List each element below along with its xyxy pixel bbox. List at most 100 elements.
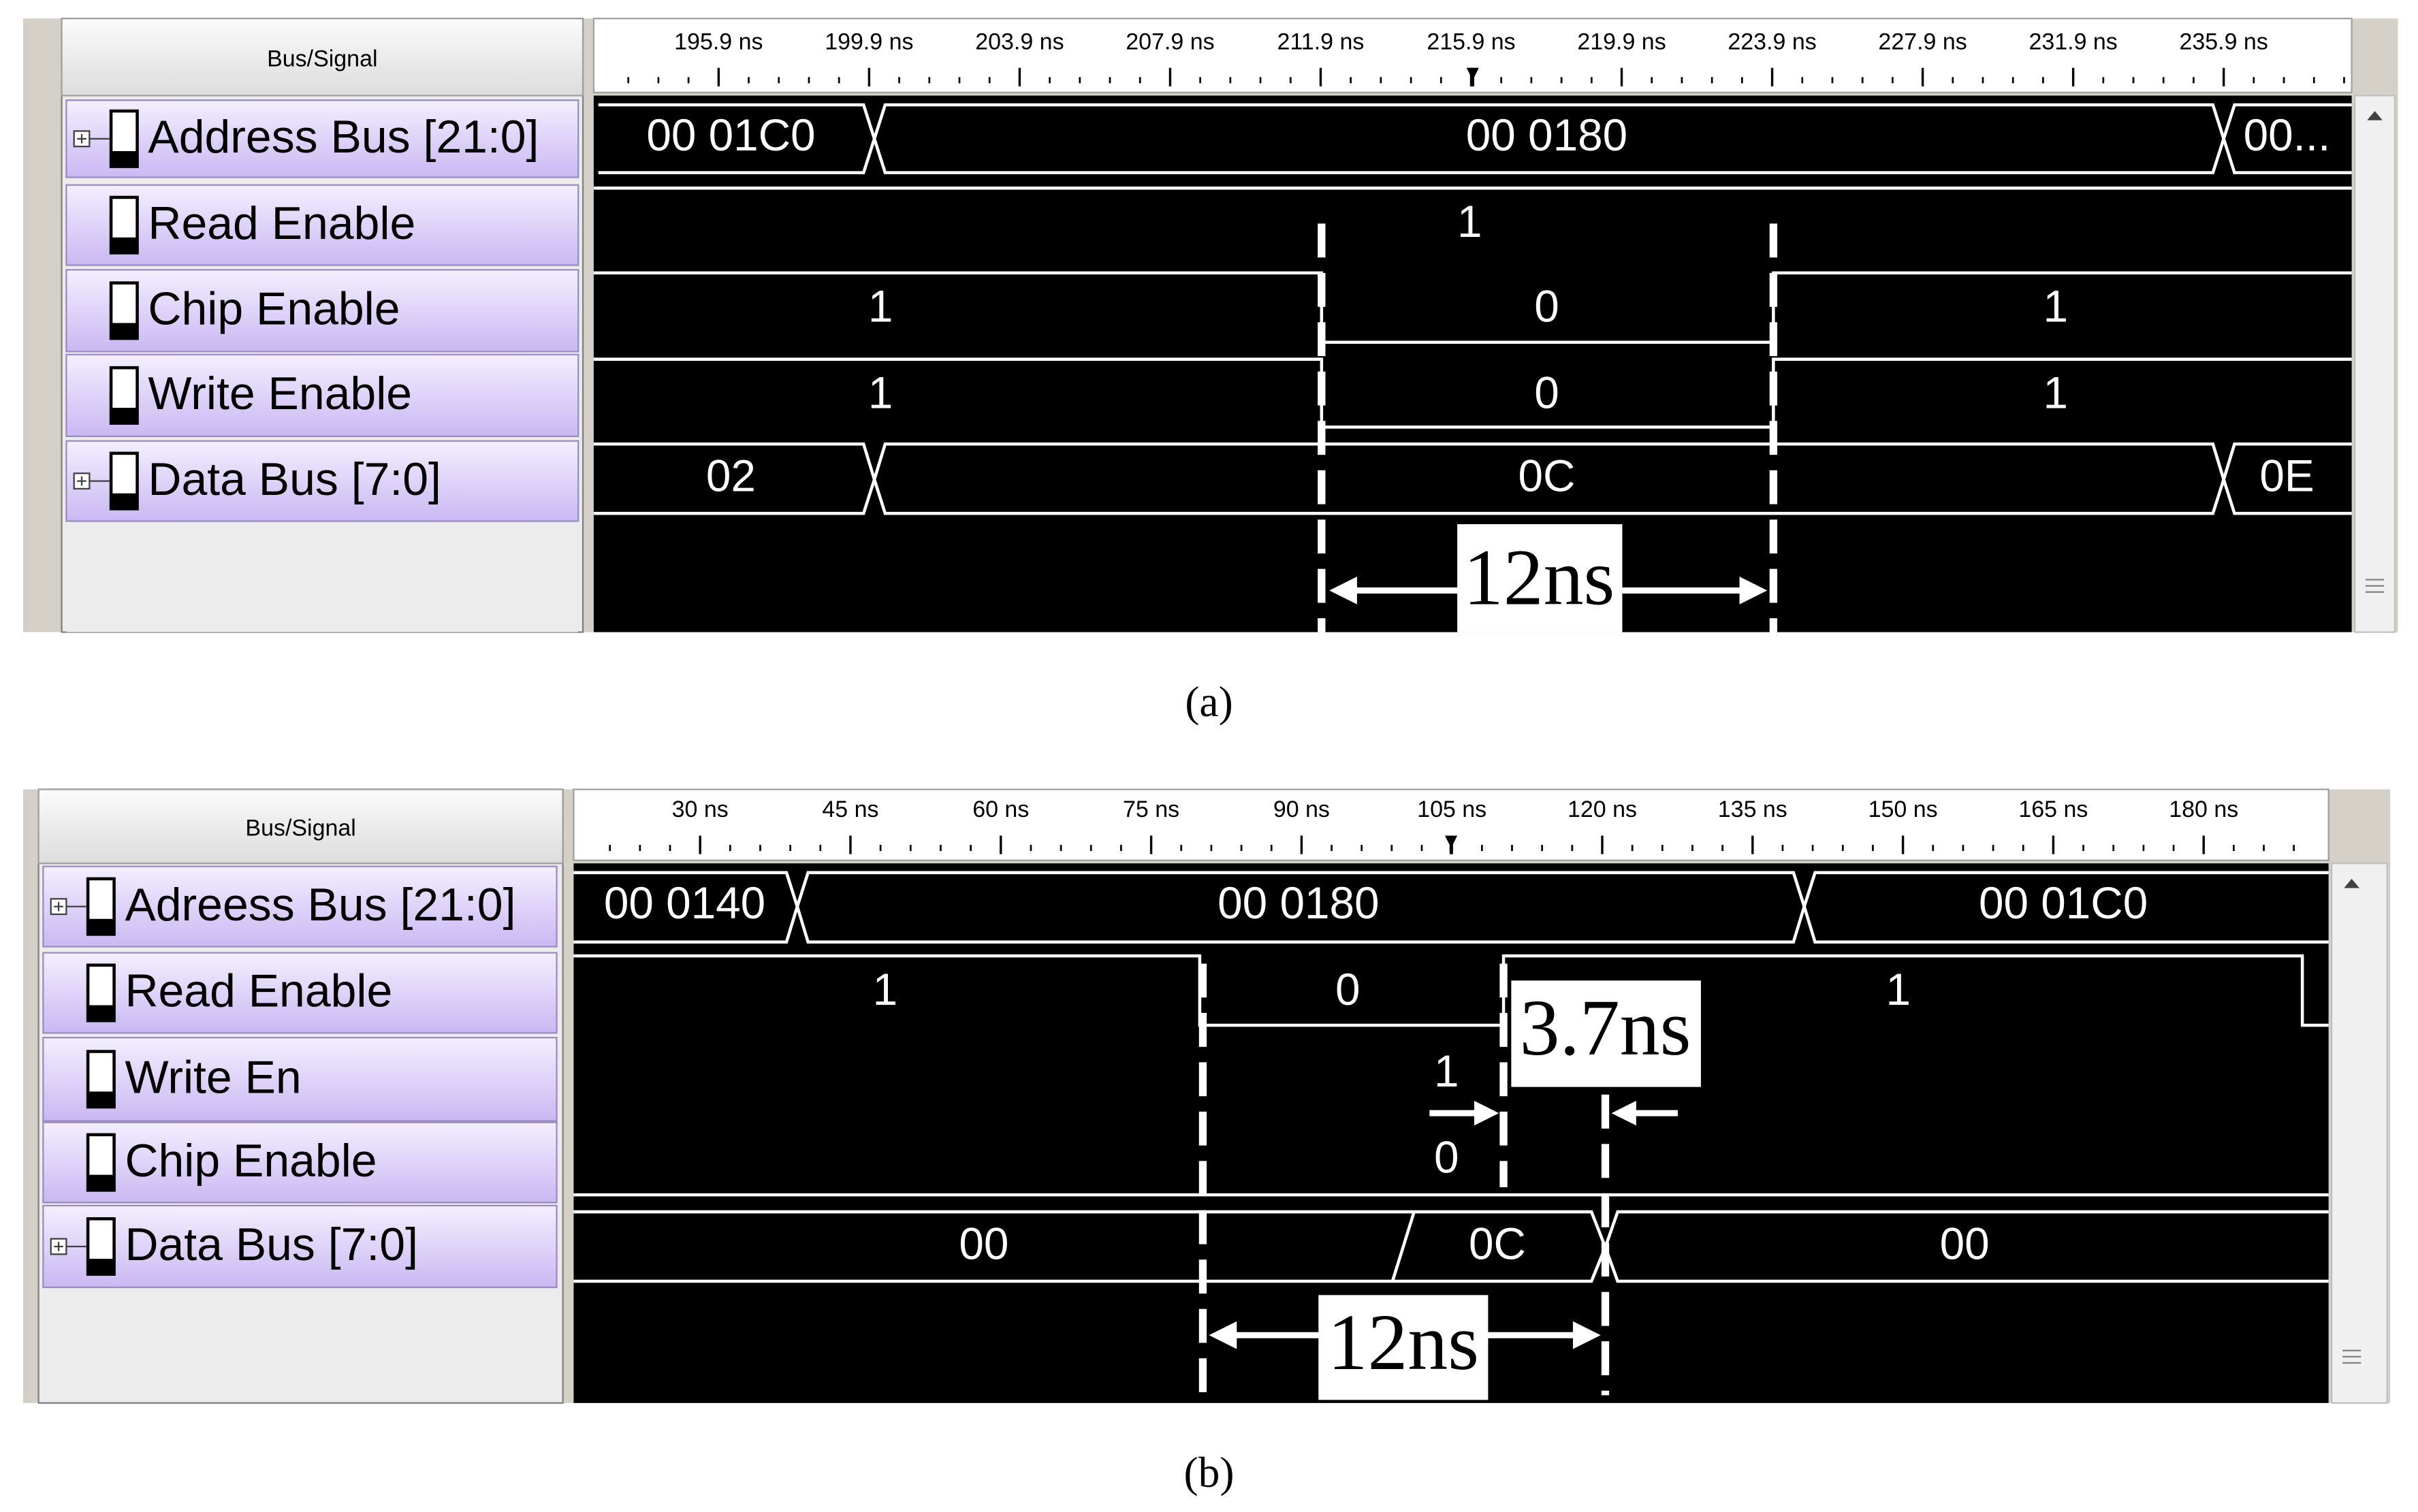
- wave-value: 0E: [2259, 451, 2314, 501]
- waveform: [598, 103, 2352, 174]
- tick-label: 45 ns: [822, 797, 878, 822]
- tick-label: 30 ns: [672, 797, 729, 822]
- wave-value: 00 01C0: [1979, 878, 2148, 928]
- signal-icon-bottom: [111, 150, 138, 167]
- annotation: 12ns: [1328, 1298, 1479, 1387]
- signal-icon-bottom: [111, 493, 138, 509]
- tick-label: 60 ns: [972, 797, 1029, 822]
- scroll-up[interactable]: [2367, 111, 2383, 120]
- wave-value: 00: [1940, 1219, 1990, 1268]
- signal-icon-bottom: [88, 918, 114, 935]
- wave-value: 00 0180: [1218, 878, 1379, 928]
- tick-label: 75 ns: [1123, 797, 1179, 822]
- caption: (b): [1184, 1448, 1235, 1496]
- signal-icon-bottom: [111, 323, 138, 339]
- expand-plus: [77, 476, 110, 486]
- annotation: 3.7ns: [1520, 984, 1691, 1072]
- empty-cell: [43, 1291, 557, 1400]
- waveform: [593, 271, 2352, 344]
- annotation-box: [1511, 980, 1701, 1087]
- arrow-head: [1611, 1100, 1636, 1126]
- tick-label: 219.9 ns: [1577, 29, 1666, 54]
- wave-value: 00...: [2244, 110, 2331, 160]
- wave-value: 0C: [1469, 1219, 1526, 1268]
- caption: (a): [1185, 677, 1232, 726]
- wave-value: 0: [1434, 1133, 1459, 1183]
- tick-label: 227.9 ns: [1878, 29, 1967, 54]
- waveform: [573, 871, 2329, 944]
- tick-label: 203.9 ns: [975, 29, 1064, 54]
- tick-label: 120 ns: [1568, 797, 1637, 822]
- scrollbar: [2354, 95, 2396, 633]
- signal-cell: [65, 269, 579, 353]
- signal-cell: [42, 1037, 558, 1122]
- signal-name: Address Bus [21:0]: [148, 111, 539, 163]
- expand-plus: [54, 1242, 86, 1251]
- signal-icon-bottom: [111, 408, 138, 423]
- wave-value: 1: [1886, 965, 1911, 1014]
- signal-icon-bottom: [88, 1005, 114, 1021]
- signal-cell: [42, 865, 558, 948]
- wave-value: 0C: [1518, 451, 1575, 501]
- signal-name: Chip Enable: [148, 283, 400, 335]
- wave-value: 02: [706, 451, 756, 501]
- tick-label: 199.9 ns: [825, 29, 913, 54]
- signal-icon-bottom: [88, 1174, 114, 1191]
- wave-value: 00 0140: [604, 878, 765, 928]
- wave-value: 1: [2043, 368, 2069, 417]
- tick-label: 165 ns: [2018, 797, 2088, 822]
- tick-label: 231.9 ns: [2029, 29, 2117, 54]
- wave-value: 00 01C0: [646, 110, 815, 160]
- arrow-head: [1474, 1100, 1499, 1126]
- timing-marker: [1318, 223, 1778, 632]
- wave-value: 00 0180: [1466, 110, 1627, 160]
- signal-icon-bottom: [88, 1259, 114, 1274]
- annotation-box: [1457, 524, 1623, 632]
- tick-label: 223.9 ns: [1728, 29, 1816, 54]
- signal-cell: [65, 353, 579, 438]
- signal-name: Write En: [125, 1052, 301, 1104]
- tick-label: 105 ns: [1417, 797, 1486, 822]
- signal-cell: [42, 952, 558, 1034]
- wave-value: 00: [959, 1219, 1008, 1268]
- wave-value: 0: [1534, 368, 1559, 417]
- signal-name: Chip Enable: [125, 1135, 377, 1187]
- tick-label: 180 ns: [2169, 797, 2238, 822]
- empty-cell: [66, 524, 579, 632]
- expand-plus: [54, 901, 86, 912]
- signal-cell: [42, 1121, 558, 1204]
- header-cell: [37, 788, 564, 865]
- wave-value: 1: [868, 282, 893, 332]
- signal-cell: [65, 440, 579, 522]
- scroll-grip: [2342, 1349, 2361, 1364]
- waveform: [593, 357, 2352, 429]
- column-header: Bus/Signal: [267, 46, 377, 71]
- wave-value: 1: [873, 965, 898, 1014]
- signal-name: Data Bus [7:0]: [148, 453, 441, 505]
- scroll-grip: [2366, 579, 2385, 593]
- tick-label: 207.9 ns: [1126, 29, 1214, 54]
- wave-value: 1: [868, 368, 893, 417]
- tick-label: 215.9 ns: [1427, 29, 1515, 54]
- timing-marker: [1198, 963, 1610, 1396]
- expand-plus: [77, 134, 110, 144]
- scrollbar: [2331, 863, 2388, 1404]
- wave-value: 1: [1434, 1046, 1459, 1096]
- signal-cell: [65, 184, 579, 266]
- tick-label: 90 ns: [1273, 797, 1330, 822]
- wave-value: 1: [1457, 197, 1482, 246]
- header-cell: [61, 18, 584, 97]
- waveform: [593, 442, 2352, 515]
- signal-name: Read Enable: [125, 965, 392, 1017]
- wave-value: 0: [1335, 965, 1361, 1014]
- column-header: Bus/Signal: [245, 815, 355, 841]
- tick-label: 135 ns: [1718, 797, 1787, 822]
- tick-label: 211.9 ns: [1277, 29, 1365, 54]
- signal-name: Write Enable: [148, 368, 412, 419]
- wave-value: 0: [1534, 282, 1559, 332]
- tick-label: 195.9 ns: [674, 29, 763, 54]
- scroll-up[interactable]: [2344, 878, 2359, 888]
- annotation-box: [1318, 1295, 1489, 1400]
